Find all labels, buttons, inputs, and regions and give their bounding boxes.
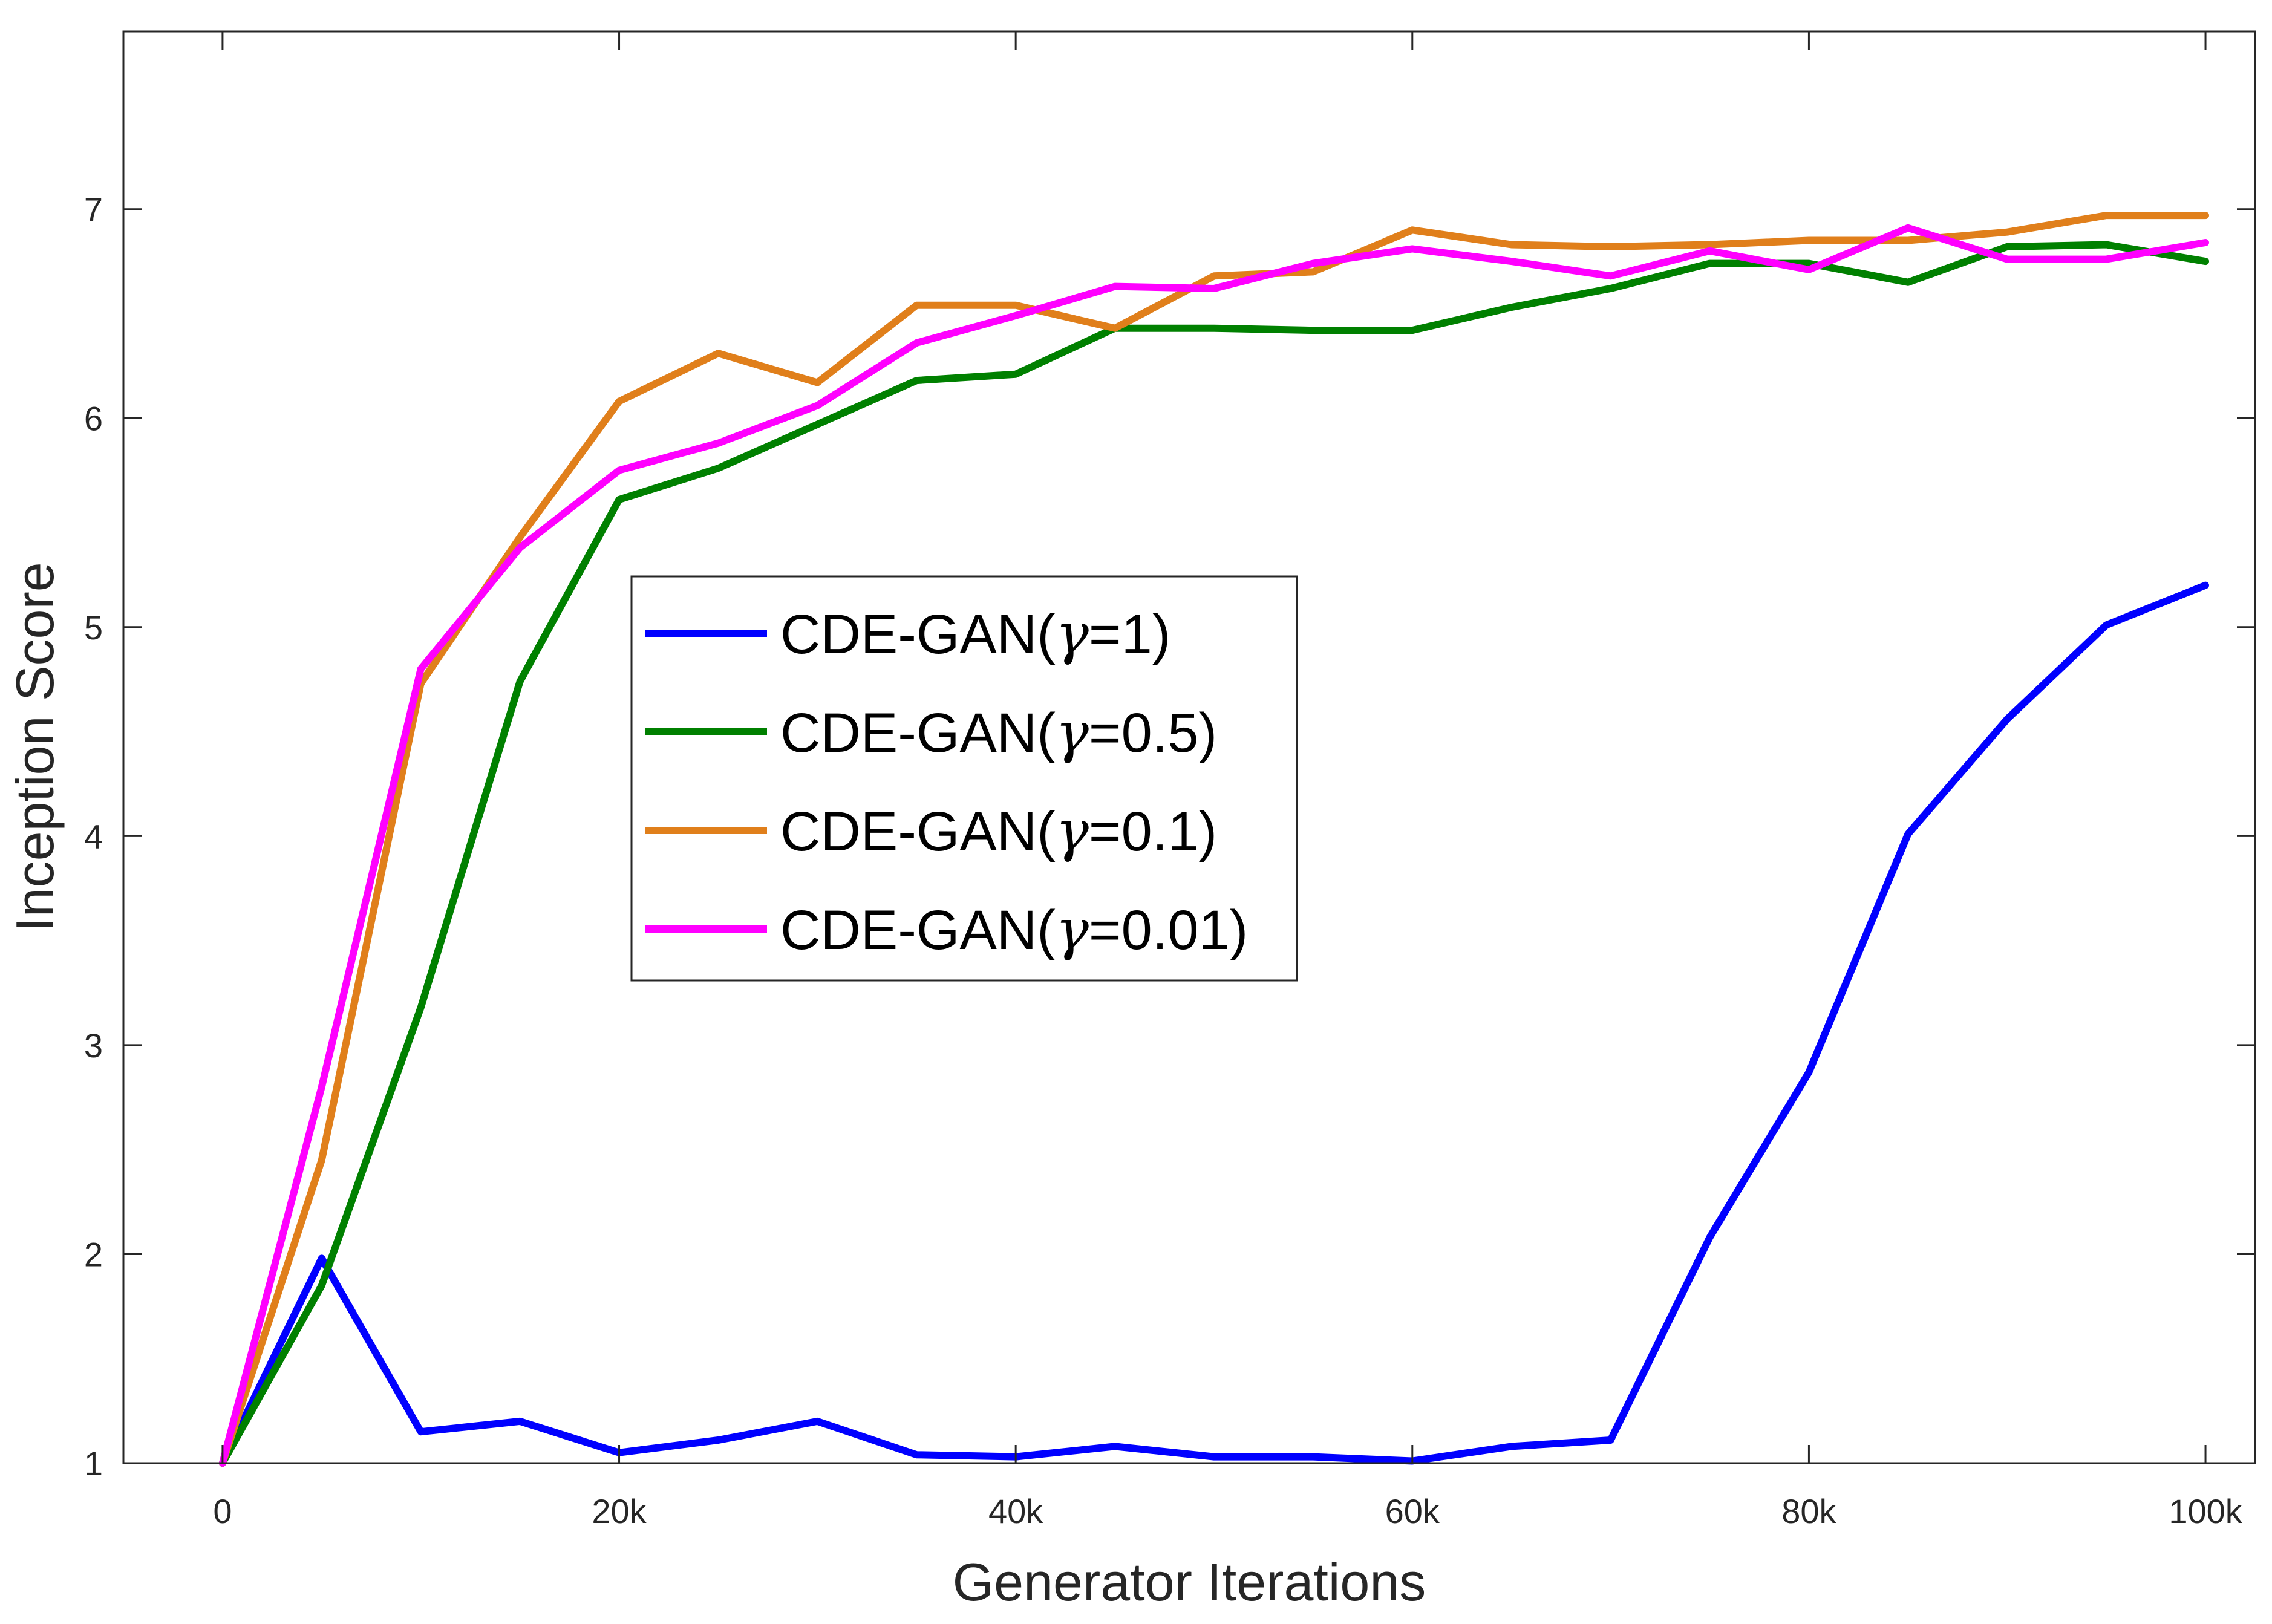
legend-entries: CDE-GAN(γ=1) CDE-GAN(γ=0.5) CDE-GAN(γ=0.1)…: [645, 602, 1248, 962]
legend: CDE-GAN(γ=1) CDE-GAN(γ=0.5) CDE-GAN(γ=0.1)…: [630, 575, 1298, 982]
x-tick-label: 100k: [2169, 1492, 2242, 1530]
series-line-2: [218, 241, 2209, 1467]
x-tick-labels: 0 20k 40k 60k 80k 100k: [213, 1492, 2242, 1530]
y-tick-labels: 1 2 3 4 5 6 7: [84, 191, 103, 1482]
y-tick-label: 2: [84, 1235, 103, 1273]
y-tick-label: 5: [84, 608, 103, 647]
legend-label-2: CDE-GAN(γ=0.5): [780, 700, 1217, 765]
y-tick-label: 3: [84, 1026, 103, 1065]
y-tick-label: 7: [84, 191, 103, 229]
x-tick-label: 0: [213, 1492, 232, 1530]
series-lines: [218, 212, 2209, 1467]
legend-box: [630, 575, 1298, 982]
x-tick-label: 40k: [988, 1492, 1043, 1530]
plot-frame: [122, 30, 2256, 1464]
axis-ticks: [123, 31, 2255, 1464]
x-tick-label: 80k: [1781, 1492, 1836, 1530]
series-line-4: [218, 224, 2209, 1467]
legend-label-1: CDE-GAN(γ=1): [780, 602, 1170, 667]
series-line-1: [218, 581, 2209, 1467]
y-tick-label: 4: [84, 817, 103, 855]
y-axis-title: Inception Score: [5, 562, 65, 932]
y-tick-label: 6: [84, 399, 103, 437]
x-tick-label: 60k: [1385, 1492, 1440, 1530]
legend-label-3: CDE-GAN(γ=0.1): [780, 799, 1217, 864]
legend-label-4: CDE-GAN(γ=0.01): [780, 898, 1248, 962]
x-axis-title: Generator Iterations: [953, 1552, 1426, 1612]
y-tick-label: 1: [84, 1444, 103, 1482]
x-tick-label: 20k: [592, 1492, 647, 1530]
